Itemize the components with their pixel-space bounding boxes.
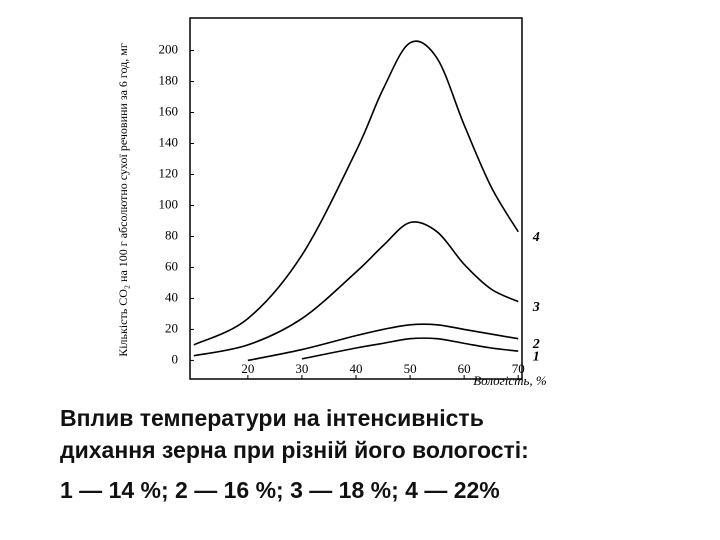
x-tick-label: 70 <box>512 361 525 376</box>
x-tick-label: 30 <box>295 361 308 376</box>
legend-label: 4 <box>532 230 540 245</box>
caption-line: Вплив температури на інтенсивність <box>60 405 484 431</box>
y-tick-label: 80 <box>165 227 178 242</box>
y-tick-label: 100 <box>159 196 179 211</box>
caption-line: 1 — 14 %; 2 — 16 %; 3 — 18 %; 4 — 22% <box>60 477 500 503</box>
x-axis-label: Вологість, % <box>473 373 547 388</box>
y-tick-label: 40 <box>165 289 178 304</box>
y-tick-label: 140 <box>159 134 179 149</box>
caption-line: дихання зерна при різній його вологості: <box>60 437 529 463</box>
y-tick-label: 0 <box>172 351 179 366</box>
y-tick-label: 120 <box>159 165 179 180</box>
x-tick-label: 40 <box>350 361 363 376</box>
y-tick-label: 60 <box>165 258 178 273</box>
x-tick-label: 20 <box>241 361 254 376</box>
y-tick-label: 160 <box>159 103 179 118</box>
y-tick-label: 20 <box>165 320 178 335</box>
y-axis-label: Кількість CO₂ на 100 г абсолютно сухої р… <box>116 43 130 357</box>
series-line <box>193 40 519 346</box>
legend-label: 3 <box>532 300 540 315</box>
x-tick-label: 60 <box>458 361 471 376</box>
series-line <box>301 337 519 360</box>
legend-label: 1 <box>533 349 540 364</box>
series-line <box>193 221 519 357</box>
x-tick-label: 50 <box>404 361 417 376</box>
y-tick-label: 180 <box>159 73 179 88</box>
chart: Кількість CO₂ на 100 г абсолютно сухої р… <box>116 17 547 388</box>
y-tick-label: 200 <box>159 42 179 57</box>
series-line <box>247 323 519 362</box>
caption: Вплив температури на інтенсивність дихан… <box>60 402 700 506</box>
legend-label: 2 <box>532 337 540 352</box>
